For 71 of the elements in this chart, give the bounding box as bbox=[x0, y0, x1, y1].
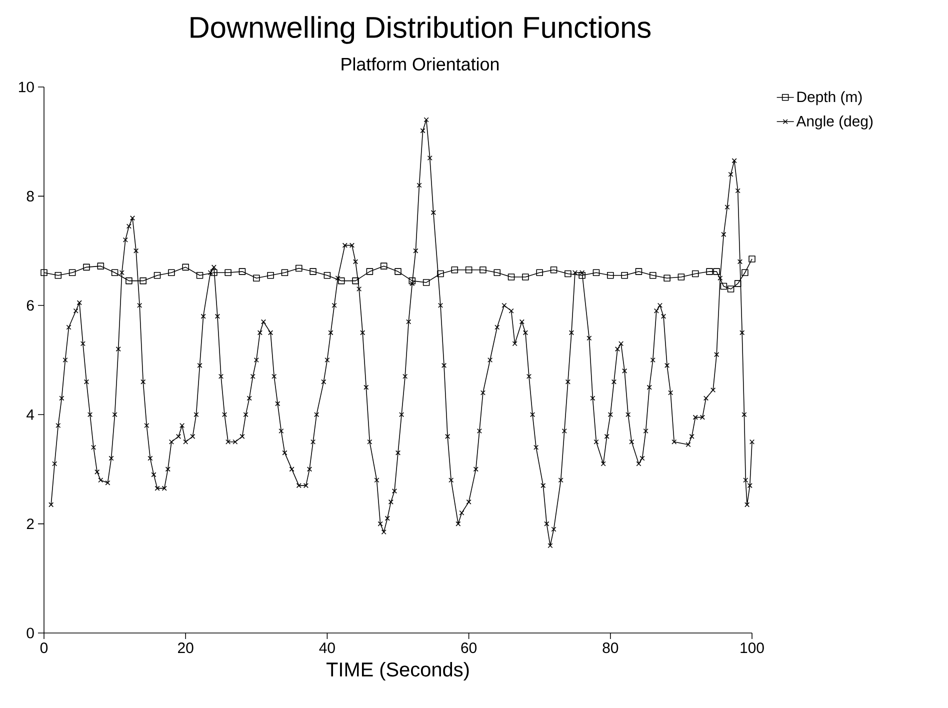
point bbox=[97, 262, 104, 270]
y-tick-label: 8 bbox=[26, 190, 34, 202]
point bbox=[592, 269, 600, 276]
point bbox=[564, 270, 572, 278]
point bbox=[281, 269, 288, 276]
point bbox=[238, 268, 246, 275]
point bbox=[310, 268, 316, 275]
point bbox=[40, 269, 48, 276]
point bbox=[720, 282, 728, 290]
point bbox=[182, 264, 189, 271]
point bbox=[437, 270, 444, 278]
point bbox=[111, 269, 118, 276]
point bbox=[706, 268, 713, 275]
point bbox=[394, 268, 402, 275]
point bbox=[578, 272, 586, 279]
point bbox=[748, 256, 756, 262]
point bbox=[196, 272, 204, 279]
point bbox=[713, 268, 720, 275]
point bbox=[380, 262, 388, 270]
point bbox=[168, 269, 175, 276]
point bbox=[727, 286, 734, 292]
point bbox=[54, 272, 62, 279]
x-tick-label: 0 bbox=[40, 642, 48, 654]
point bbox=[692, 270, 699, 278]
y-tick-label: 2 bbox=[26, 518, 34, 530]
point bbox=[352, 277, 359, 284]
point bbox=[422, 279, 430, 286]
legend-label: Angle (deg) bbox=[796, 115, 873, 130]
point bbox=[154, 272, 161, 279]
point bbox=[267, 272, 274, 279]
point bbox=[295, 264, 302, 272]
point bbox=[465, 266, 472, 274]
point bbox=[224, 269, 232, 276]
chart-subtitle: Platform Orientation bbox=[342, 57, 499, 71]
legend-label: Depth (m) bbox=[797, 91, 862, 106]
point bbox=[494, 269, 501, 276]
chart-title: Downwelling Distribution Functions bbox=[190, 16, 651, 44]
x-tick-label: 20 bbox=[178, 642, 194, 654]
point bbox=[536, 269, 544, 276]
point bbox=[324, 272, 331, 279]
point bbox=[451, 266, 458, 274]
point bbox=[522, 274, 529, 280]
y-tick-label: 10 bbox=[19, 82, 34, 92]
point bbox=[140, 277, 147, 284]
y-tick-label: 0 bbox=[26, 628, 34, 638]
point bbox=[664, 274, 670, 282]
point bbox=[508, 274, 515, 280]
x-tick-label: 80 bbox=[602, 642, 618, 654]
point bbox=[210, 269, 218, 276]
point bbox=[550, 266, 558, 274]
point bbox=[742, 269, 748, 276]
x-axis-title: TIME (Seconds) bbox=[326, 662, 469, 681]
point bbox=[678, 274, 685, 280]
point bbox=[621, 272, 628, 279]
point bbox=[338, 277, 345, 284]
x-tick-label: 100 bbox=[740, 642, 764, 654]
point bbox=[126, 277, 132, 284]
point bbox=[253, 274, 260, 282]
point bbox=[83, 264, 90, 271]
point bbox=[607, 272, 614, 279]
x-tick-label: 60 bbox=[461, 642, 477, 654]
point bbox=[649, 272, 656, 279]
point bbox=[734, 280, 742, 287]
point bbox=[635, 268, 642, 275]
y-tick-label: 6 bbox=[26, 300, 34, 311]
point bbox=[366, 268, 374, 275]
point bbox=[68, 269, 76, 276]
x-tick-label: 40 bbox=[319, 642, 335, 654]
point bbox=[480, 266, 486, 274]
point bbox=[408, 277, 416, 284]
y-tick-label: 4 bbox=[26, 409, 34, 420]
